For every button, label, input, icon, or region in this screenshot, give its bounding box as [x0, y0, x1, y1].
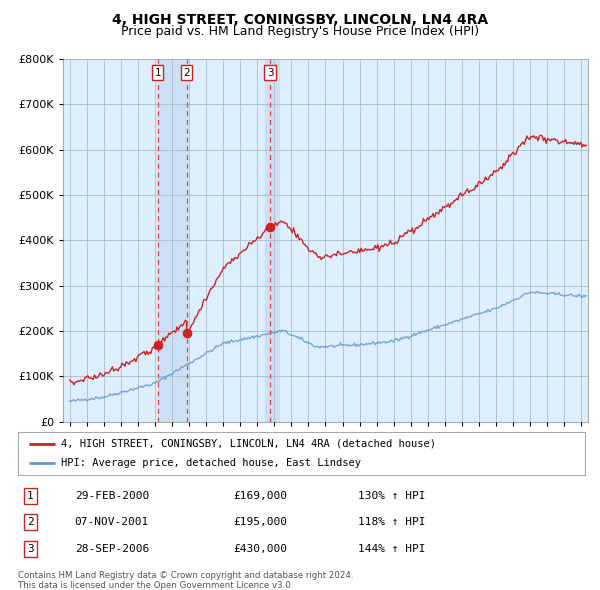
Text: £169,000: £169,000: [233, 491, 287, 501]
Text: 4, HIGH STREET, CONINGSBY, LINCOLN, LN4 4RA: 4, HIGH STREET, CONINGSBY, LINCOLN, LN4 …: [112, 13, 488, 27]
Text: 130% ↑ HPI: 130% ↑ HPI: [358, 491, 426, 501]
Text: HPI: Average price, detached house, East Lindsey: HPI: Average price, detached house, East…: [61, 458, 361, 468]
Text: 28-SEP-2006: 28-SEP-2006: [75, 544, 149, 554]
Bar: [265, 59, 278, 422]
Text: 07-NOV-2001: 07-NOV-2001: [75, 517, 149, 527]
Text: 118% ↑ HPI: 118% ↑ HPI: [358, 517, 426, 527]
Text: 2: 2: [183, 68, 190, 78]
Text: 144% ↑ HPI: 144% ↑ HPI: [358, 544, 426, 554]
Text: 3: 3: [267, 68, 274, 78]
Text: 1: 1: [154, 68, 161, 78]
Text: 4, HIGH STREET, CONINGSBY, LINCOLN, LN4 4RA (detached house): 4, HIGH STREET, CONINGSBY, LINCOLN, LN4 …: [61, 438, 436, 448]
Text: 1: 1: [27, 491, 34, 501]
Text: 29-FEB-2000: 29-FEB-2000: [75, 491, 149, 501]
Text: 3: 3: [27, 544, 34, 554]
Text: This data is licensed under the Open Government Licence v3.0.: This data is licensed under the Open Gov…: [18, 581, 293, 589]
Text: £195,000: £195,000: [233, 517, 287, 527]
Text: 2: 2: [27, 517, 34, 527]
Bar: [158, 59, 187, 422]
Text: £430,000: £430,000: [233, 544, 287, 554]
Text: Price paid vs. HM Land Registry's House Price Index (HPI): Price paid vs. HM Land Registry's House …: [121, 25, 479, 38]
Text: Contains HM Land Registry data © Crown copyright and database right 2024.: Contains HM Land Registry data © Crown c…: [18, 571, 353, 579]
